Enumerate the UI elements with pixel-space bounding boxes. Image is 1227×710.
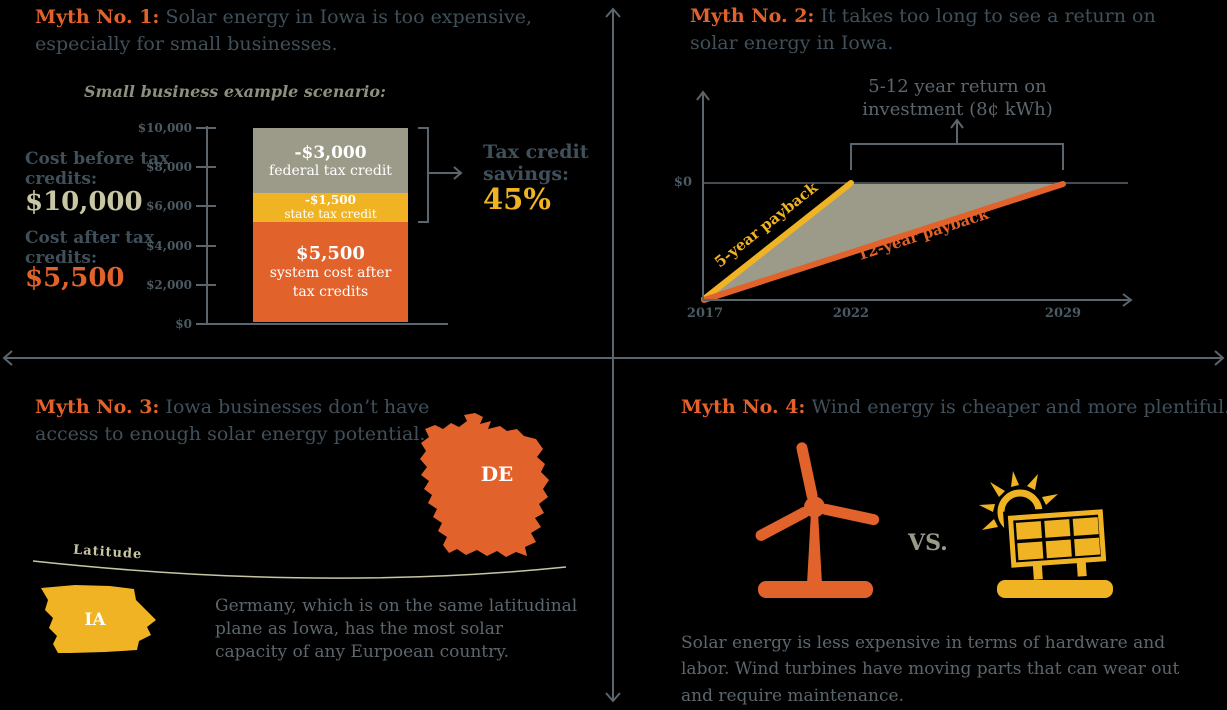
arrow-right-icon (1214, 350, 1225, 366)
panel-cells (1015, 517, 1101, 561)
turbine-tower (807, 512, 822, 584)
segment-value: -$1,500 (305, 192, 356, 207)
twelve-year-payback-line (701, 181, 1066, 303)
turbine-blade (796, 442, 818, 502)
myth2-heading: Myth No. 2: It takes too long to see a r… (690, 3, 1205, 57)
turbine-blade (755, 506, 810, 541)
myth2-heading-text: It takes too long to see a return on sol… (690, 5, 1156, 54)
payback-xtick: 2029 (1044, 306, 1082, 321)
myth4-body: Solar energy is less expensive in terms … (681, 633, 1180, 706)
iowa-map (41, 585, 156, 653)
turbine-blade (820, 503, 880, 526)
bar-segment-federal-credit: -$3,000 federal tax credit (253, 128, 408, 193)
bar-ytick: $10,000 (137, 121, 192, 135)
arrow-left-icon (2, 350, 13, 366)
sun-ray (982, 519, 998, 530)
bar-ytick: $6,000 (146, 199, 192, 213)
myth4-heading-text: Wind energy is cheaper and more plentifu… (805, 396, 1227, 418)
panel-leg (1032, 563, 1043, 580)
myth3-heading-text: Iowa businesses don’t have access to eno… (35, 396, 430, 445)
myth1-heading: Myth No. 1: Solar energy in Iowa is too … (35, 4, 540, 58)
y-axis-arrow-icon (696, 90, 710, 101)
bracket-arrow-up-icon (950, 118, 964, 129)
cost-after-label: Cost after tax credits: (25, 228, 155, 268)
myth4-heading-prefix: Myth No. 4: (681, 396, 806, 418)
roi-annotation: 5-12 year return on investment (8¢ kWh) (862, 76, 1053, 121)
panel-frame (1007, 509, 1107, 568)
cost-after-value: $5,500 (25, 263, 125, 293)
germany-map (420, 413, 549, 557)
myth3-heading: Myth No. 3: Iowa businesses don’t have a… (35, 394, 435, 448)
bar-ytick: $0 (175, 317, 192, 331)
segment-value: $5,500 (296, 243, 365, 265)
bracket-arrow-right-icon (453, 166, 463, 180)
myth1-heading-prefix: Myth No. 1: (35, 6, 160, 28)
sun-ray (979, 504, 995, 512)
savings-value: 45% (483, 182, 551, 216)
segment-label: system cost after tax credits (269, 265, 392, 300)
zero-axis-label: $0 (673, 175, 692, 190)
bar-ytick: $8,000 (146, 160, 192, 174)
turbine-base (758, 581, 873, 598)
myth3-heading-prefix: Myth No. 3: (35, 396, 160, 418)
wind-turbine-icon (755, 442, 880, 598)
five-year-payback-line (701, 180, 854, 302)
myth3-body: Germany, which is on the same latitudina… (215, 596, 578, 662)
myth4-heading: Myth No. 4: Wind energy is cheaper and m… (681, 394, 1227, 421)
myth1-heading-text: Solar energy in Iowa is too expensive, e… (35, 6, 533, 55)
bar-chart-axis (196, 126, 448, 325)
segment-label: state tax credit (284, 206, 377, 221)
panel-base (997, 580, 1113, 598)
sun-ray (1027, 474, 1038, 490)
panel-leg (1076, 558, 1087, 577)
bar-ytick: $2,000 (146, 278, 192, 292)
cost-before-label: Cost before tax credits: (25, 149, 170, 189)
latitude-line (32, 560, 567, 579)
payback-xtick: 2017 (686, 306, 724, 321)
sun-ray (1011, 471, 1019, 487)
scenario-label: Small business example scenario: (84, 82, 386, 101)
bar-segment-state-credit: -$1,500 state tax credit (253, 193, 408, 222)
segment-value: -$3,000 (294, 142, 367, 163)
myth2-heading-prefix: Myth No. 2: (690, 5, 815, 27)
arrow-up-icon (605, 7, 621, 18)
sun-ray (1042, 494, 1058, 505)
germany-label: DE (480, 462, 514, 486)
iowa-label: IA (84, 610, 106, 630)
arrow-down-icon (605, 692, 621, 703)
segment-label: federal tax credit (269, 162, 392, 179)
savings-bracket (418, 127, 463, 223)
cost-before-value: $10,000 (25, 187, 143, 217)
vs-label: VS. (908, 530, 948, 556)
panel-tilted-group (1003, 504, 1112, 580)
payback-xtick: 2022 (832, 306, 870, 321)
roi-bracket (850, 118, 1064, 170)
solar-panel-icon (979, 471, 1113, 598)
sun-ray (990, 482, 1005, 497)
payback-chart-axes (696, 90, 1133, 307)
bar-segment-system-cost: $5,500 system cost after tax credits (253, 222, 408, 322)
bar-ytick: $4,000 (146, 239, 192, 253)
x-axis-arrow-icon (1122, 293, 1133, 307)
savings-label: Tax credit savings: (483, 141, 589, 185)
quadrant-axes (2, 7, 1225, 703)
payback-chart (696, 90, 1133, 307)
